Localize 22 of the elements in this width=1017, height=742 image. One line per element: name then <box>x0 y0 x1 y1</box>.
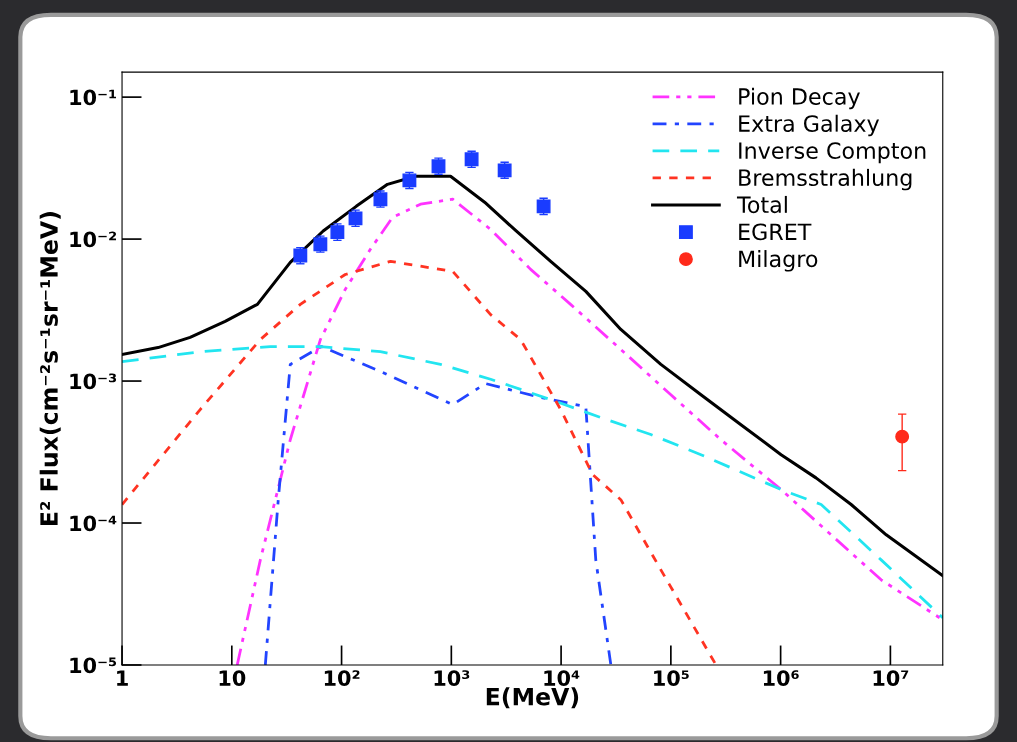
y-axis-title: E² Flux(cm⁻²s⁻¹sr⁻¹MeV) <box>39 212 61 525</box>
x-tick-label: 10⁶ <box>763 670 799 686</box>
legend-label: Total <box>736 195 787 214</box>
legend-label: Extra Galaxy <box>739 114 880 137</box>
x-tick-label: 10⁷ <box>873 670 909 686</box>
x-tick-label: 10⁴ <box>544 670 580 686</box>
y-tick-label: 10⁻² <box>70 231 117 248</box>
legend-label: Pion Decay <box>739 87 860 110</box>
x-tick-label: 10² <box>324 670 360 686</box>
legend-label: EGRET <box>739 223 812 241</box>
legend-label: Milagro <box>739 250 818 272</box>
x-tick-label: 1 <box>117 670 128 686</box>
y-tick-label: 10⁻³ <box>70 373 117 390</box>
y-tick-label: 10⁻¹ <box>70 89 117 106</box>
y-tick-label: 10⁻⁵ <box>70 657 117 674</box>
x-axis-title: E(MeV) <box>486 687 579 709</box>
x-tick-label: 10⁵ <box>654 670 689 686</box>
legend-label: Inverse Compton <box>739 142 926 164</box>
x-tick-label: 10 <box>219 670 246 686</box>
x-tick-label: 10³ <box>434 670 470 686</box>
y-tick-label: 10⁻⁴ <box>70 515 117 532</box>
legend-label: Bremsstrahlung <box>739 168 912 191</box>
